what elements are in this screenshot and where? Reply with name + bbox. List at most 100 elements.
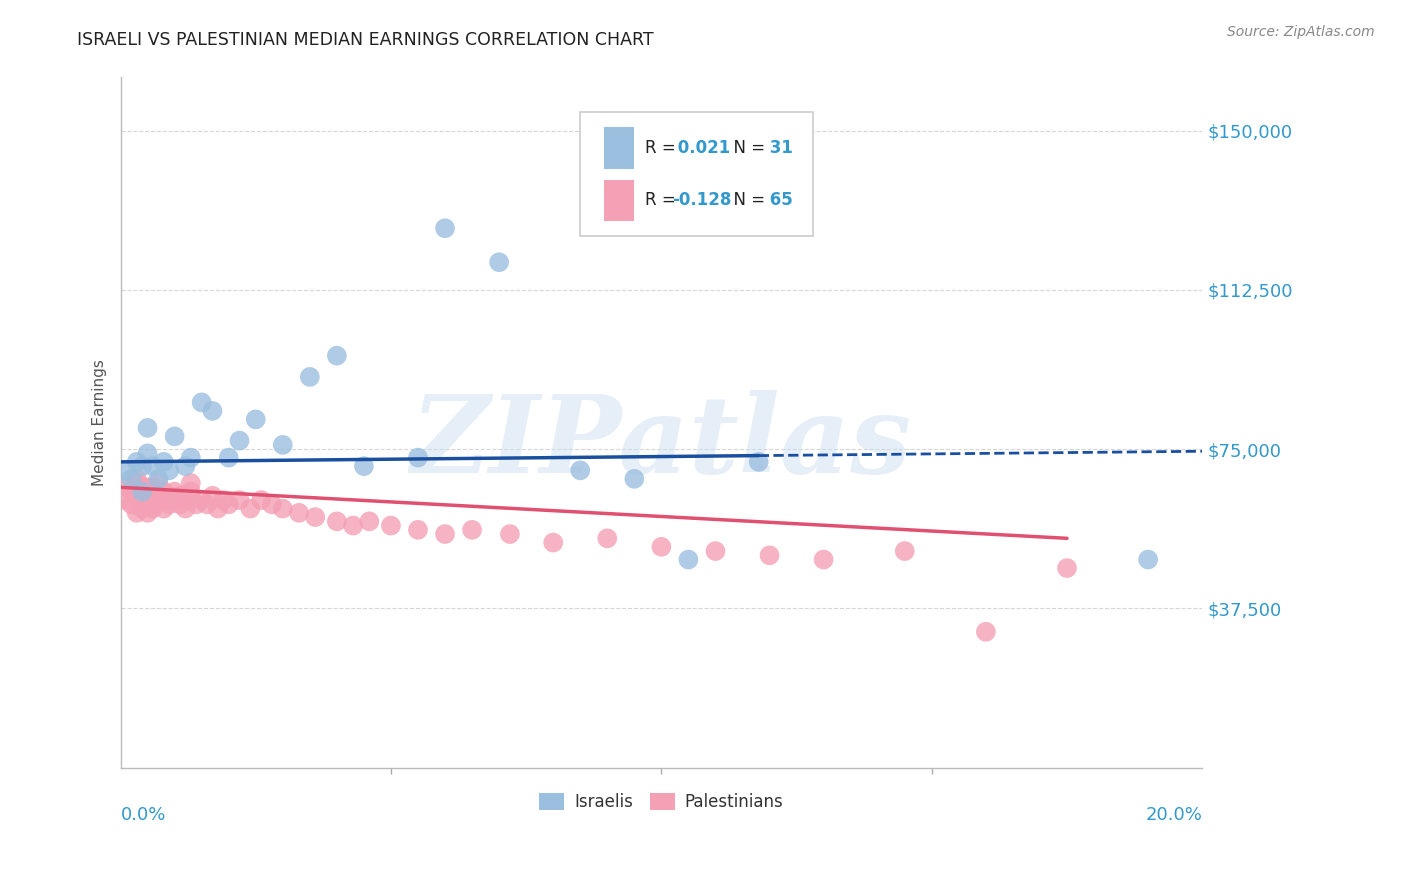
Point — [623, 472, 645, 486]
Point — [152, 484, 174, 499]
Point — [125, 455, 148, 469]
Point — [380, 518, 402, 533]
Point — [180, 484, 202, 499]
Point — [271, 438, 294, 452]
Point — [120, 497, 142, 511]
Point — [152, 493, 174, 508]
Text: Source: ZipAtlas.com: Source: ZipAtlas.com — [1227, 25, 1375, 39]
Point — [250, 493, 273, 508]
Point — [136, 484, 159, 499]
Text: R =: R = — [645, 139, 681, 157]
Point — [163, 484, 186, 499]
Point — [125, 476, 148, 491]
Point — [271, 501, 294, 516]
Point — [142, 501, 165, 516]
Text: 0.021: 0.021 — [672, 139, 731, 157]
Point — [288, 506, 311, 520]
Point — [152, 455, 174, 469]
Point — [298, 370, 321, 384]
Point — [434, 221, 457, 235]
Point — [131, 489, 153, 503]
Point — [148, 493, 170, 508]
Point — [1056, 561, 1078, 575]
Point — [207, 501, 229, 516]
Point — [136, 446, 159, 460]
Point — [239, 501, 262, 516]
Point — [359, 514, 381, 528]
Point — [169, 489, 191, 503]
Point — [142, 489, 165, 503]
Point — [212, 493, 235, 508]
Point — [142, 459, 165, 474]
Point — [131, 501, 153, 516]
Point — [157, 489, 180, 503]
Point — [148, 476, 170, 491]
Point — [136, 421, 159, 435]
Point — [406, 450, 429, 465]
Point — [813, 552, 835, 566]
Point — [125, 472, 148, 486]
Point — [115, 480, 138, 494]
Point — [125, 489, 148, 503]
Point — [228, 434, 250, 448]
Point — [169, 497, 191, 511]
Point — [174, 493, 197, 508]
Point — [190, 493, 212, 508]
Text: 20.0%: 20.0% — [1146, 805, 1202, 823]
Point — [163, 429, 186, 443]
Text: N =: N = — [723, 139, 770, 157]
Point — [201, 404, 224, 418]
Point — [596, 532, 619, 546]
Point — [342, 518, 364, 533]
Point — [152, 501, 174, 516]
Point — [704, 544, 727, 558]
Point — [115, 493, 138, 508]
Point — [218, 497, 240, 511]
Text: 31: 31 — [763, 139, 793, 157]
Point — [260, 497, 283, 511]
Point — [190, 395, 212, 409]
Point — [1137, 552, 1160, 566]
Text: ZIPatlas: ZIPatlas — [411, 391, 912, 496]
Point — [326, 349, 349, 363]
Point — [136, 480, 159, 494]
Point — [758, 549, 780, 563]
Point — [131, 459, 153, 474]
Point — [245, 412, 267, 426]
Point — [157, 463, 180, 477]
Point — [434, 527, 457, 541]
Point — [120, 472, 142, 486]
Point — [461, 523, 484, 537]
Point — [163, 493, 186, 508]
Point — [157, 497, 180, 511]
Point — [893, 544, 915, 558]
Point — [650, 540, 672, 554]
Point — [569, 463, 592, 477]
FancyBboxPatch shape — [581, 112, 813, 236]
Point — [195, 497, 218, 511]
Point — [353, 459, 375, 474]
Point — [142, 480, 165, 494]
FancyBboxPatch shape — [605, 179, 634, 221]
Point — [148, 472, 170, 486]
Text: 65: 65 — [763, 191, 793, 210]
Point — [136, 506, 159, 520]
Point — [186, 497, 208, 511]
Text: -0.128: -0.128 — [672, 191, 731, 210]
Point — [125, 506, 148, 520]
Point — [136, 497, 159, 511]
Point — [974, 624, 997, 639]
Point — [120, 484, 142, 499]
Point — [201, 489, 224, 503]
Point — [148, 484, 170, 499]
Point — [488, 255, 510, 269]
Text: N =: N = — [723, 191, 770, 210]
Text: ISRAELI VS PALESTINIAN MEDIAN EARNINGS CORRELATION CHART: ISRAELI VS PALESTINIAN MEDIAN EARNINGS C… — [77, 31, 654, 49]
Point — [174, 459, 197, 474]
Text: R =: R = — [645, 191, 681, 210]
Point — [499, 527, 522, 541]
Point — [304, 510, 326, 524]
Point — [174, 501, 197, 516]
Point — [115, 463, 138, 477]
Point — [326, 514, 349, 528]
